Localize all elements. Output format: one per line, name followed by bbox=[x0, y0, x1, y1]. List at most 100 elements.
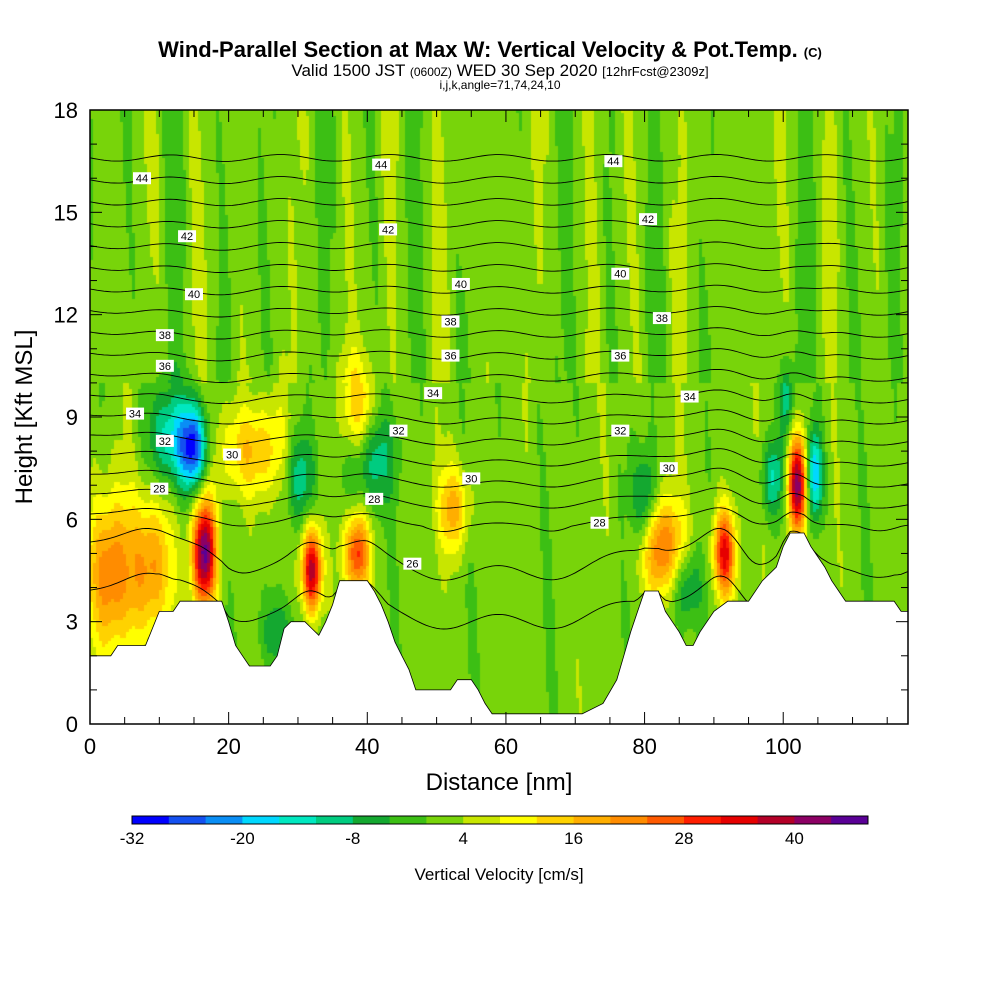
colorbar-swatch bbox=[316, 816, 354, 824]
colorbar-tick-label: -20 bbox=[230, 829, 255, 848]
contour-label-text: 36 bbox=[444, 351, 456, 363]
colorbar-swatch bbox=[831, 816, 869, 824]
contour-label: 30 bbox=[223, 448, 242, 462]
x-axis-label: Distance [nm] bbox=[426, 769, 573, 796]
y-tick-label: 9 bbox=[66, 405, 78, 430]
y-tick-label: 18 bbox=[54, 98, 78, 123]
theta-contour-line bbox=[90, 197, 908, 207]
colorbar-ticks: -32 -20 -8 4 16 28 40 bbox=[120, 829, 804, 848]
theta-contour-line bbox=[90, 409, 908, 425]
contour-label: 28 bbox=[590, 516, 609, 530]
contour-label-text: 36 bbox=[159, 361, 171, 373]
colorbar-swatch bbox=[205, 816, 243, 824]
colorbar-swatch bbox=[168, 816, 207, 824]
contour-label-text: 38 bbox=[656, 313, 668, 325]
contour-label: 36 bbox=[441, 349, 460, 363]
contour-label-box bbox=[184, 288, 203, 301]
contour-label-text: 44 bbox=[375, 160, 387, 172]
contour-label: 38 bbox=[155, 329, 174, 342]
y-tick-label: 15 bbox=[54, 200, 78, 225]
contour-label: 44 bbox=[372, 158, 391, 172]
theta-contour-line bbox=[90, 263, 908, 273]
contour-label-box bbox=[611, 267, 630, 280]
contour-label-box bbox=[372, 158, 391, 171]
y-tick-label: 0 bbox=[66, 712, 78, 737]
contour-label: 44 bbox=[604, 155, 623, 168]
colorbar-swatch bbox=[573, 816, 611, 824]
contour-label: 34 bbox=[126, 407, 145, 421]
colorbar-swatch bbox=[647, 816, 685, 824]
contour-label-text: 38 bbox=[444, 316, 456, 328]
contour-label: 34 bbox=[680, 390, 699, 404]
colorbar-swatch bbox=[426, 816, 464, 824]
y-tick-label: 12 bbox=[54, 303, 78, 328]
y-tick-label: 6 bbox=[66, 507, 78, 532]
contour-label-text: 38 bbox=[159, 330, 171, 342]
contour-label: 36 bbox=[611, 349, 630, 363]
colorbar-swatch bbox=[684, 816, 722, 824]
contour-label: 38 bbox=[652, 312, 671, 325]
contour-label: 40 bbox=[451, 277, 470, 291]
contour-label: 38 bbox=[441, 315, 460, 328]
contour-label-text: 44 bbox=[136, 173, 148, 185]
contour-label-text: 30 bbox=[226, 450, 238, 462]
contour-label: 36 bbox=[155, 359, 174, 373]
terrain bbox=[90, 532, 908, 724]
theta-contour-line bbox=[90, 487, 908, 509]
theta-contour-line bbox=[90, 176, 908, 185]
contour-label: 28 bbox=[365, 492, 384, 506]
contour-label-text: 40 bbox=[455, 279, 467, 291]
contour-label-text: 32 bbox=[392, 426, 404, 438]
contour-label-box bbox=[150, 482, 169, 495]
contour-label: 42 bbox=[639, 213, 658, 226]
contour-label-box bbox=[639, 213, 658, 226]
contour-label-text: 30 bbox=[663, 463, 675, 475]
colorbar-tick-label: 4 bbox=[458, 829, 467, 848]
theta-contour-line bbox=[90, 507, 908, 532]
theta-contour-line bbox=[90, 448, 908, 467]
theta-contour-line bbox=[90, 327, 908, 340]
contour-label-text: 36 bbox=[614, 351, 626, 363]
colorbar-swatch bbox=[389, 816, 427, 824]
x-axis: 0 20 40 60 80 100 bbox=[84, 110, 888, 759]
contour-label: 40 bbox=[184, 288, 203, 301]
contour-label-box bbox=[379, 223, 398, 236]
contour-label-box bbox=[155, 359, 174, 372]
contour-label-text: 32 bbox=[159, 436, 171, 448]
contour-label: 30 bbox=[659, 462, 678, 475]
contour-label-text: 40 bbox=[614, 269, 626, 281]
contour-label-box bbox=[424, 387, 443, 400]
colorbar-tick-label: 28 bbox=[675, 829, 694, 848]
theta-contour-line bbox=[90, 348, 908, 362]
contour-label-box bbox=[451, 277, 470, 290]
theta-contour-line bbox=[90, 154, 908, 162]
colorbar-swatch bbox=[279, 816, 317, 824]
contour-label: 32 bbox=[155, 434, 174, 448]
contour-label-box bbox=[680, 390, 699, 403]
contour-label-box bbox=[611, 349, 630, 362]
contour-label-text: 44 bbox=[607, 156, 619, 168]
contour-label: 42 bbox=[379, 223, 398, 236]
theta-contour-line bbox=[90, 219, 908, 229]
contour-label-text: 28 bbox=[153, 484, 165, 496]
colorbar-tick-label: -8 bbox=[345, 829, 360, 848]
colorbar-swatch bbox=[463, 816, 501, 824]
x-tick-label: 40 bbox=[355, 734, 379, 759]
plot-area: 44 44 44 42 42 42 40 40 40 38 38 38 36 36 36 34 34 34 32 32… bbox=[90, 110, 908, 724]
contour-label: 42 bbox=[178, 230, 197, 243]
contour-label-box bbox=[389, 424, 408, 437]
contour-labels: 44 44 44 42 42 42 40 40 40 38 38 38 36 36 36 34 34 34 32 32… bbox=[126, 155, 699, 571]
contour-label-box bbox=[155, 329, 174, 342]
contour-label-text: 34 bbox=[684, 392, 696, 404]
contour-label-box bbox=[604, 155, 623, 168]
contour-label-text: 28 bbox=[593, 518, 605, 530]
contour-label-box bbox=[652, 312, 671, 325]
contour-label: 30 bbox=[462, 472, 481, 485]
contour-label-text: 42 bbox=[642, 214, 654, 226]
chart-subtitle: Valid 1500 JST (0600Z) WED 30 Sep 2020 [… bbox=[291, 61, 708, 80]
y-tick-label: 3 bbox=[66, 610, 78, 635]
contour-label-box bbox=[403, 557, 422, 570]
contour-label-box bbox=[611, 424, 630, 437]
colorbar-tick-label: 16 bbox=[564, 829, 583, 848]
